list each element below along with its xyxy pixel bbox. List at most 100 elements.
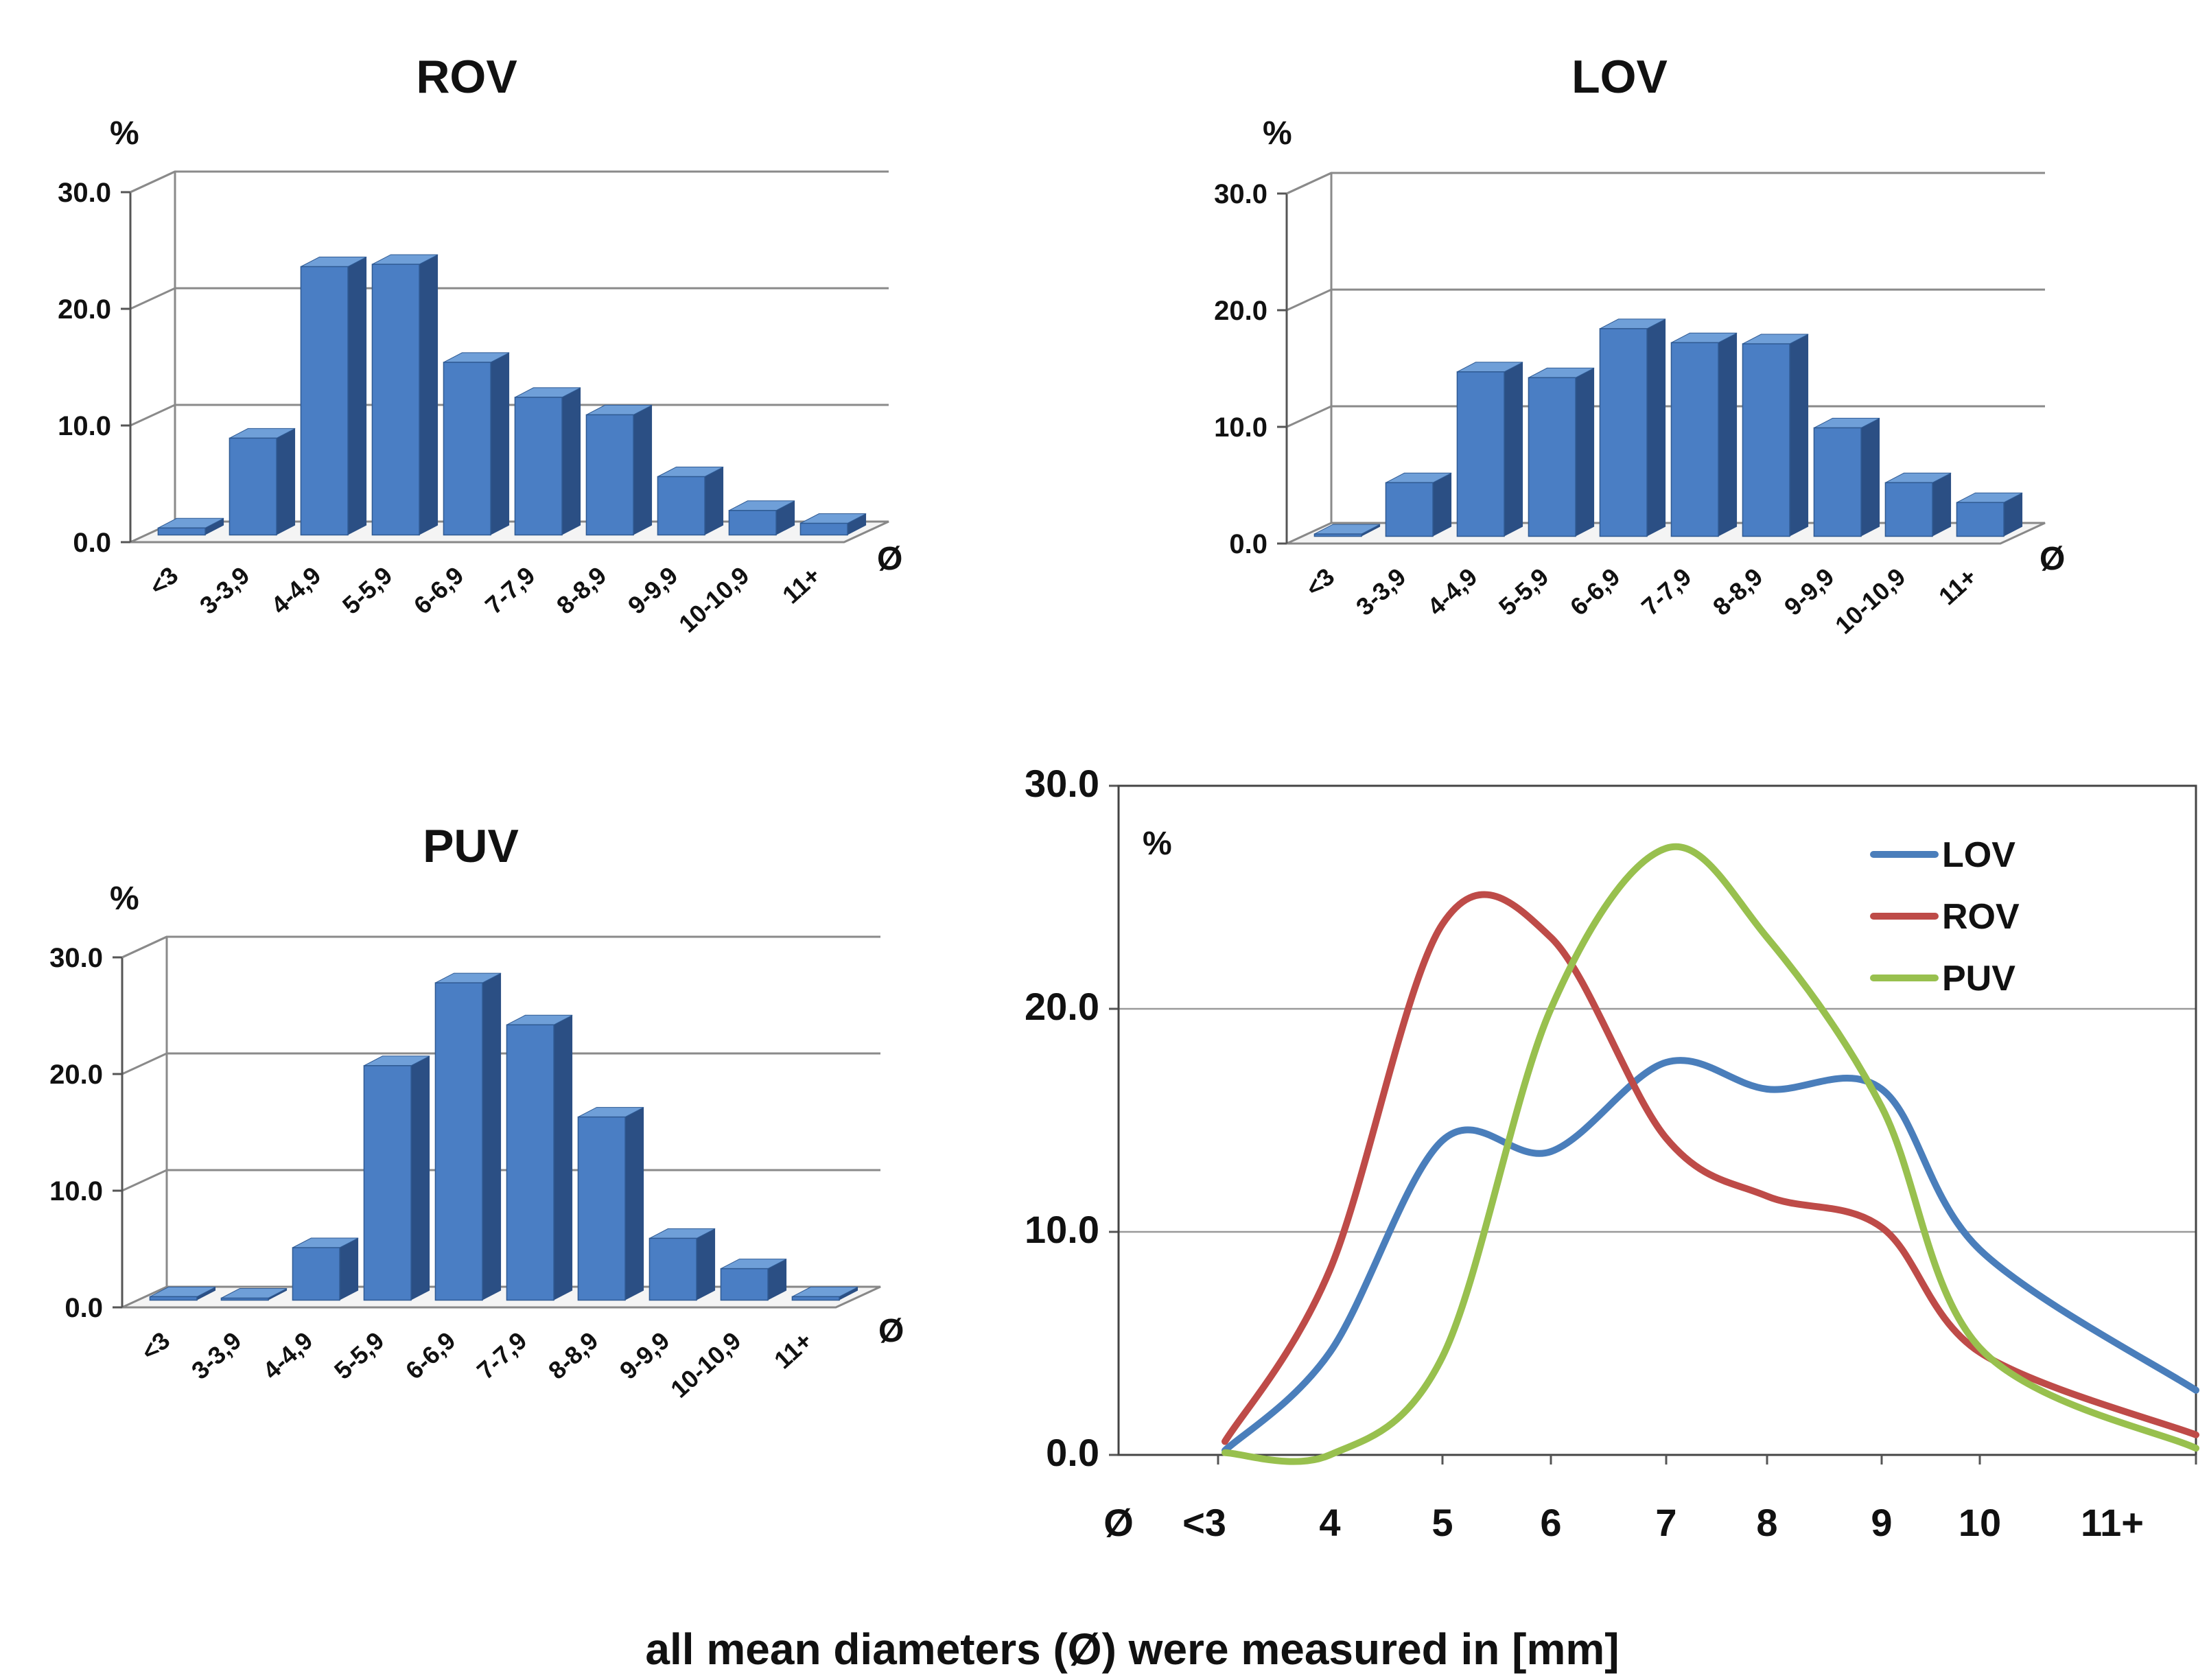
puv-bar-side (839, 1287, 858, 1300)
puv-bar-8 (720, 1268, 769, 1301)
rov-category-label: 4-4,9 (266, 561, 326, 619)
puv-category-label: 9-9,9 (614, 1326, 675, 1384)
lov-category-label: 3-3,9 (1351, 562, 1411, 620)
lov-ytick-label: 0.0 (1229, 529, 1267, 559)
puv-ytick-label: 10.0 (49, 1176, 103, 1206)
line-xtick-label: 11+ (2081, 1501, 2144, 1544)
lov-category-label: <3 (1300, 562, 1340, 602)
lov-bar-side (2004, 493, 2023, 537)
lov-bar-side (1433, 473, 1452, 537)
lov-y-unit: % (1263, 115, 1292, 152)
lov-category-label: 11+ (1933, 562, 1982, 610)
puv-category-label: 6-6,9 (400, 1326, 460, 1384)
lov-category-label: 7-7,9 (1636, 562, 1696, 620)
rov-bar-6 (585, 414, 634, 536)
puv-bar-chart: PUV % Ø 0.0 10.0 20.0 30.0 <3 3-3,9 4-4,9 5-5,9… (49, 820, 904, 1403)
rov-bar-0 (157, 527, 206, 536)
lov-bar-side (1790, 334, 1809, 537)
rov-ytick-label: 0.0 (73, 528, 111, 558)
lov-top-depth-edge (1286, 172, 1332, 195)
rov-ytick-label: 20.0 (58, 294, 111, 325)
legend-label-puv: PUV (1942, 959, 2015, 999)
puv-bar-side (482, 973, 502, 1300)
rov-ytick-label: 10.0 (58, 411, 111, 441)
puv-ytick-label: 30.0 (49, 943, 103, 973)
puv-ytick-label: 20.0 (49, 1060, 103, 1090)
puv-bar-side (411, 1055, 430, 1300)
rov-bar-side (419, 255, 439, 535)
puv-category-label: 7-7,9 (471, 1326, 532, 1384)
rov-bar-side (633, 405, 653, 535)
puv-category-label: 3-3,9 (186, 1326, 246, 1384)
lov-bar-side (1861, 418, 1880, 537)
puv-bar-side (197, 1287, 216, 1300)
line-ytick-label: 20.0 (1025, 985, 1099, 1028)
lov-bar-1 (1385, 482, 1434, 537)
rov-bar-side (348, 257, 367, 535)
rov-bar-7 (657, 476, 705, 536)
rov-bar-side (705, 467, 724, 535)
rov-bar-3 (371, 264, 420, 536)
line-xtick-label: 5 (1431, 1501, 1453, 1544)
rov-category-label: 9-9,9 (622, 561, 683, 619)
puv-bar-3 (363, 1065, 412, 1301)
puv-bar-6 (577, 1116, 626, 1301)
rov-top-depth-edge (130, 170, 176, 194)
puv-category-label: 10-10,9 (665, 1326, 746, 1403)
rov-bar-1 (229, 437, 277, 536)
lov-bar-chart: LOV % Ø 0.0 10.0 20.0 30.0 <3 3-3,9 4-4,9 5-5,9… (1214, 51, 2065, 640)
rov-bar-5 (514, 397, 563, 536)
lov-bar-9 (1956, 502, 2005, 537)
rov-bar-side (562, 387, 581, 535)
rov-bar-9 (799, 522, 848, 536)
line-ytick-label: 0.0 (1046, 1431, 1099, 1474)
puv-bar-side (554, 1015, 573, 1300)
rov-bar-side (848, 513, 867, 535)
lov-bar-side (1576, 368, 1595, 537)
series-line-lov (1222, 1057, 2199, 1454)
puv-bar-side (268, 1288, 288, 1300)
puv-ytick-label: 0.0 (65, 1293, 103, 1323)
lov-x-unit: Ø (2039, 541, 2065, 577)
line-ytick-label: 30.0 (1025, 762, 1099, 805)
line-x-unit: Ø (1103, 1501, 1134, 1544)
line-xtick-label: 8 (1756, 1501, 1777, 1544)
rov-category-label: 3-3,9 (194, 561, 255, 619)
rov-category-label: 11+ (777, 561, 826, 609)
lov-gridline (1286, 288, 2045, 312)
line-xtick-label: 10 (1959, 1501, 2001, 1544)
puv-gridline (121, 1169, 880, 1192)
puv-bar-side (625, 1107, 644, 1300)
lov-bar-2 (1456, 371, 1505, 537)
diameter-line-chart: % Ø 0.0 10.0 20.0 30.0 <3 4 5 6 7 8 9 10 11+ LOV ROV PU… (1025, 762, 2199, 1544)
legend-label-lov: LOV (1942, 835, 2015, 875)
rov-bar-side (776, 500, 795, 535)
rov-x-unit: Ø (877, 541, 902, 577)
series-line-puv (1222, 843, 2199, 1465)
rov-category-label: 7-7,9 (480, 561, 540, 619)
rov-ytick-label: 30.0 (58, 178, 111, 208)
legend-label-rov: ROV (1942, 897, 2020, 937)
puv-gridline (121, 935, 880, 959)
rov-bar-side (205, 518, 224, 535)
puv-x-unit: Ø (878, 1313, 904, 1349)
rov-category-label: 8-8,9 (551, 561, 611, 619)
lov-bar-side (1932, 473, 1952, 537)
lov-ytick-label: 20.0 (1214, 296, 1267, 326)
lov-ytick-label: 30.0 (1214, 179, 1267, 209)
rov-bar-2 (300, 266, 349, 536)
lov-bar-5 (1670, 342, 1719, 537)
lov-category-label: 9-9,9 (1779, 562, 1839, 620)
puv-chart-title: PUV (423, 820, 519, 872)
puv-bar-4 (434, 982, 483, 1301)
figure-caption: all mean diameters (Ø) were measured in … (645, 1624, 1619, 1674)
lov-gridline (1286, 172, 2045, 195)
line-xtick-label: <3 (1182, 1501, 1226, 1544)
puv-bar-1 (220, 1297, 269, 1301)
lov-category-label: 8-8,9 (1707, 562, 1768, 620)
line-xtick-label: 6 (1540, 1501, 1561, 1544)
lov-bar-0 (1313, 533, 1362, 537)
line-plot-frame (1117, 784, 2197, 1456)
rov-gridline (130, 170, 889, 194)
